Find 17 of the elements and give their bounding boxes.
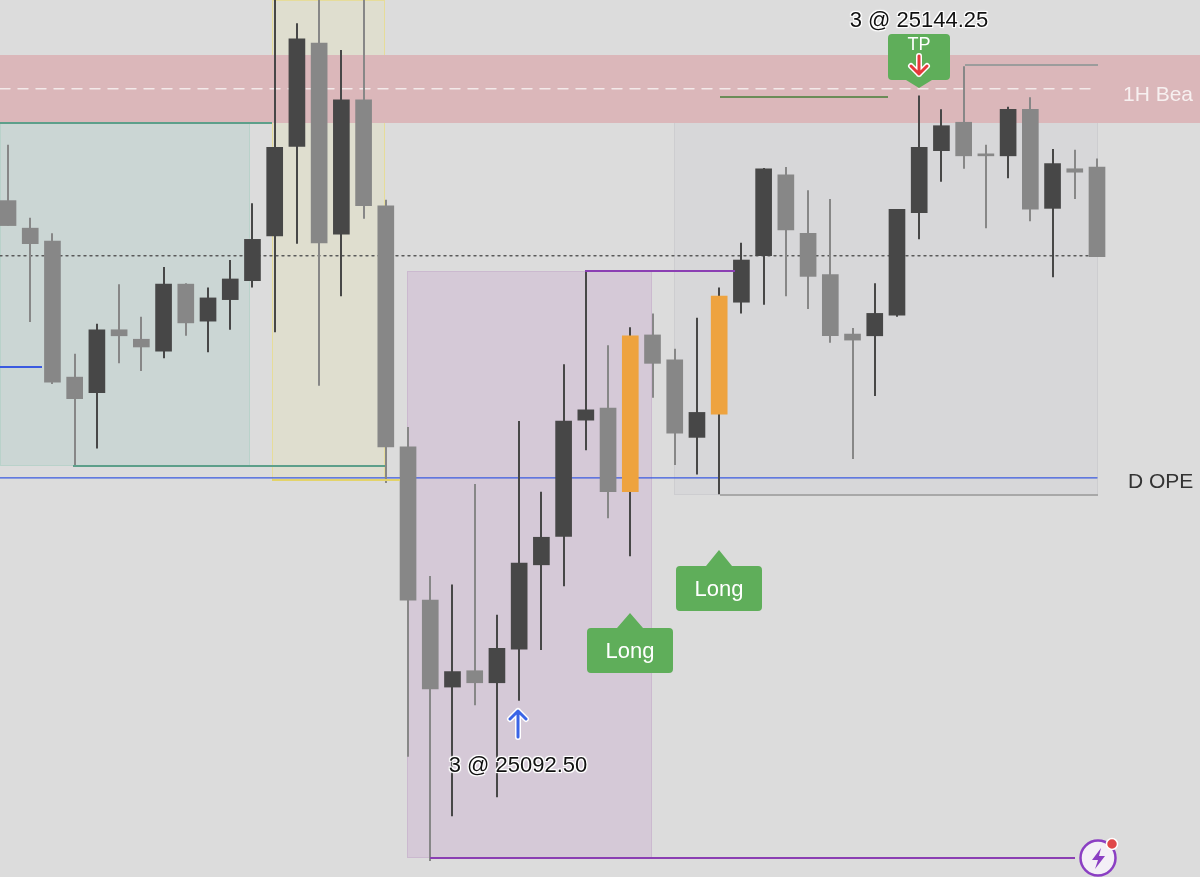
annotation: TP	[907, 34, 931, 54]
candlestick	[133, 315, 150, 373]
candlestick	[221, 259, 239, 331]
candlestick	[199, 286, 217, 354]
candlestick	[866, 282, 884, 398]
annotation: Long	[605, 638, 655, 663]
candlestick	[444, 583, 461, 818]
candlestick	[110, 283, 128, 365]
candlestick	[66, 352, 83, 468]
ref-line-label: D OPE	[1128, 468, 1194, 492]
annotation: Long	[694, 576, 744, 601]
candlestick	[844, 327, 861, 460]
candlestick	[21, 216, 39, 324]
band-label: 1H Bea	[1123, 81, 1194, 105]
candlestick	[1066, 148, 1084, 200]
candlestick	[466, 482, 484, 707]
annotation: 3 @ 25144.25	[849, 7, 989, 32]
